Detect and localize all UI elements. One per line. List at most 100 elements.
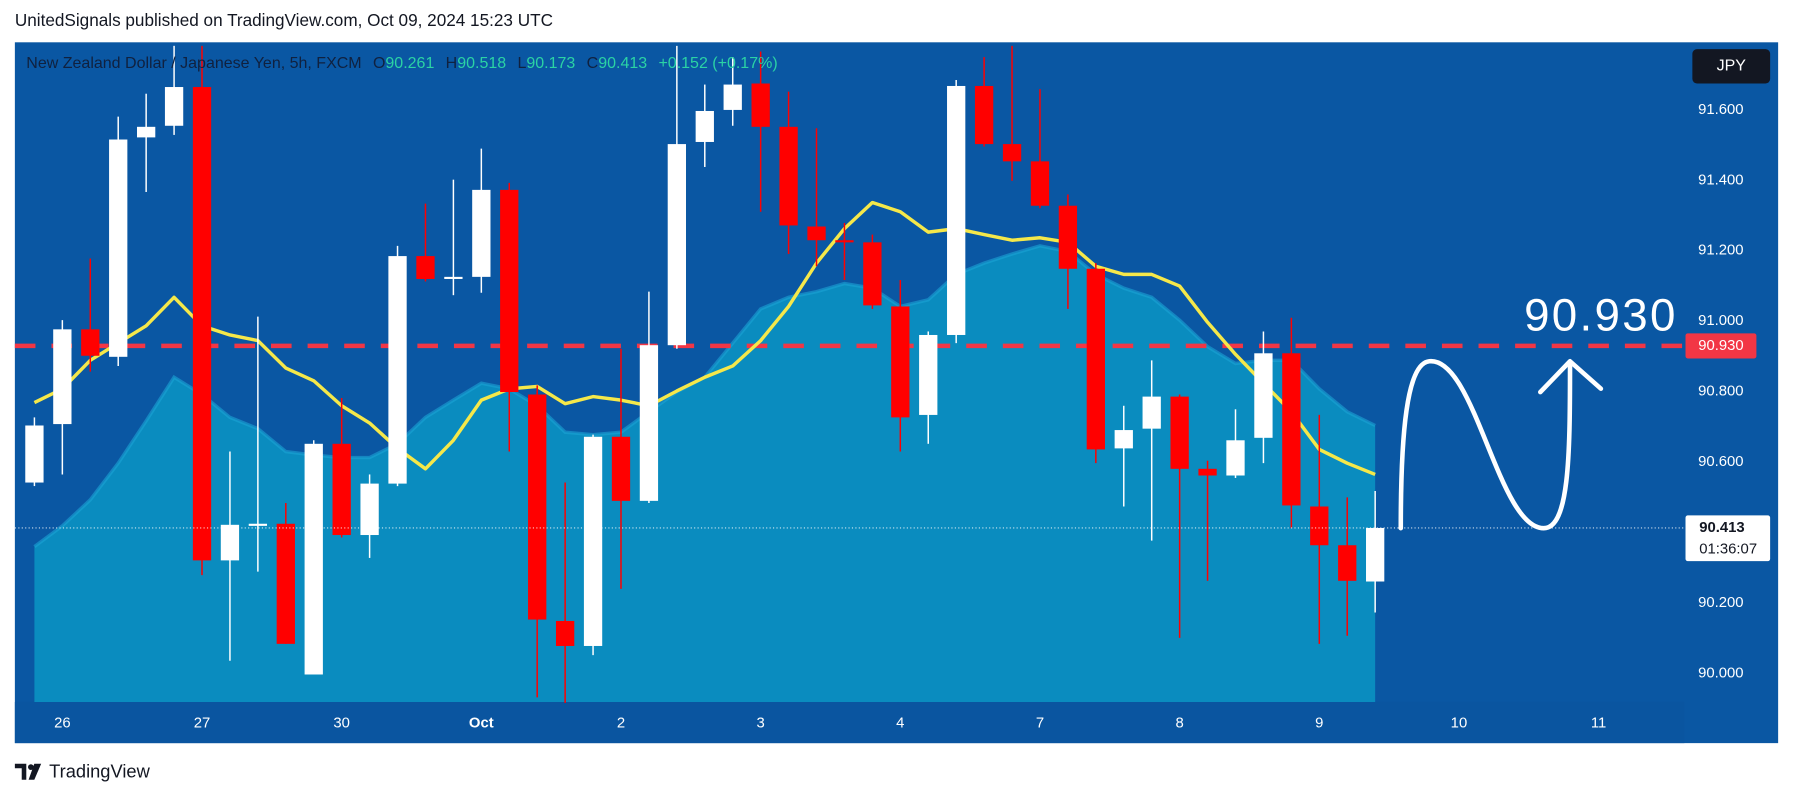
y-tick-label: 91.600: [1698, 102, 1743, 118]
candle-body: [360, 483, 379, 536]
y-tick-label: 90.800: [1698, 384, 1743, 400]
candle-body: [1030, 161, 1050, 206]
level-annotation: 90.930: [1524, 290, 1678, 341]
x-tick-label: Oct: [469, 716, 494, 732]
x-tick-label: 30: [333, 716, 350, 732]
candle-body: [1366, 527, 1385, 582]
high-value: 90.518: [457, 55, 506, 72]
low-value: 90.173: [526, 55, 575, 72]
last-price-label: 90.413: [1699, 520, 1744, 536]
candle-body: [1198, 468, 1217, 476]
candle-body: [109, 139, 128, 357]
candle-body: [164, 87, 184, 126]
y-tick-label: 91.200: [1698, 243, 1743, 259]
candle-body: [919, 334, 938, 415]
ohlc-letter: O: [373, 55, 385, 72]
candle-body: [667, 144, 687, 346]
x-tick-label: 9: [1315, 716, 1323, 732]
candle-body: [1310, 506, 1329, 546]
x-tick-label: 8: [1176, 716, 1184, 732]
symbol-title: New Zealand Dollar / Japanese Yen, 5h, F…: [26, 55, 361, 72]
x-axis-strip: [14, 701, 1685, 744]
close-value: 90.413: [598, 55, 647, 72]
ohlc-letter: H: [446, 55, 458, 72]
legend: New Zealand Dollar / Japanese Yen, 5h, F…: [26, 55, 777, 72]
candle-body: [528, 394, 547, 620]
last-price-badge: [1685, 515, 1771, 562]
candle-body: [779, 126, 798, 226]
candle-body: [276, 523, 295, 644]
brand-logo: [14, 763, 42, 780]
candle-body: [1058, 205, 1078, 269]
candle-body: [53, 329, 72, 425]
candle-body: [220, 524, 240, 561]
candle-body: [1254, 353, 1273, 438]
candle-body: [863, 242, 882, 306]
candle-body: [192, 87, 212, 561]
candle-body: [1338, 545, 1357, 581]
candle-body: [1170, 396, 1189, 469]
candle-body: [1142, 396, 1161, 429]
level-badge-label: 90.930: [1698, 338, 1743, 354]
candle-body: [751, 83, 770, 127]
candle-body: [332, 443, 351, 536]
x-tick-label: 4: [896, 716, 904, 732]
currency-label[interactable]: JPY: [1717, 58, 1747, 75]
candle-body: [304, 443, 323, 675]
x-tick-label: 27: [194, 716, 211, 732]
currency-button[interactable]: [1692, 49, 1771, 84]
candle-body: [1086, 268, 1105, 450]
logo-part: [28, 763, 42, 780]
candle-body: [1114, 430, 1133, 449]
candle-body: [500, 189, 519, 393]
y-tick-label: 91.400: [1698, 172, 1743, 188]
y-tick-label: 91.000: [1698, 313, 1743, 329]
x-tick-label: 26: [54, 716, 71, 732]
countdown-label: 01:36:07: [1699, 542, 1757, 558]
candle-body: [723, 84, 742, 110]
candle-body: [583, 436, 603, 646]
band-area: [34, 245, 1376, 702]
level-badge: [1685, 333, 1757, 359]
candle-body: [1002, 144, 1022, 162]
x-tick-label: 3: [757, 716, 765, 732]
drawing-curve: [1398, 358, 1573, 531]
y-tick-label: 90.600: [1698, 454, 1743, 470]
x-tick-label: 7: [1036, 716, 1044, 732]
candle-body: [947, 85, 966, 335]
candle-body: [81, 329, 100, 356]
change: +0.152 (+0.17%): [658, 55, 777, 72]
candle-body: [891, 306, 910, 418]
x-tick-label: 11: [1591, 716, 1606, 732]
candle-body: [416, 256, 435, 279]
ohlc-letter: L: [517, 55, 526, 72]
candle-body: [472, 189, 491, 277]
open-value: 90.261: [385, 55, 434, 72]
candle-body: [1282, 353, 1301, 506]
candle-body: [1226, 440, 1245, 476]
candle-body: [25, 425, 44, 483]
candle-body: [444, 276, 463, 279]
x-tick-label: 10: [1451, 716, 1468, 732]
publisher-line: UnitedSignals published on TradingView.c…: [15, 10, 553, 30]
drawing-arrowhead: [1538, 358, 1604, 395]
candle-body: [611, 436, 631, 501]
y-tick-label: 90.200: [1698, 595, 1743, 611]
candle-body: [388, 256, 407, 484]
logo-part: [14, 763, 27, 780]
candle-body: [807, 226, 826, 241]
logo-part: [28, 764, 34, 770]
candle-body: [974, 85, 994, 145]
candle-body: [695, 110, 714, 142]
candle-body: [835, 240, 854, 243]
x-tick-label: 2: [617, 716, 625, 732]
candle-body: [248, 523, 268, 526]
y-tick-label: 90.000: [1698, 665, 1743, 681]
candle-body: [639, 345, 659, 501]
brand-name: TradingView: [49, 761, 150, 782]
candle-body: [555, 620, 575, 646]
candle-body: [136, 126, 156, 138]
ohlc-letter: C: [587, 55, 599, 72]
